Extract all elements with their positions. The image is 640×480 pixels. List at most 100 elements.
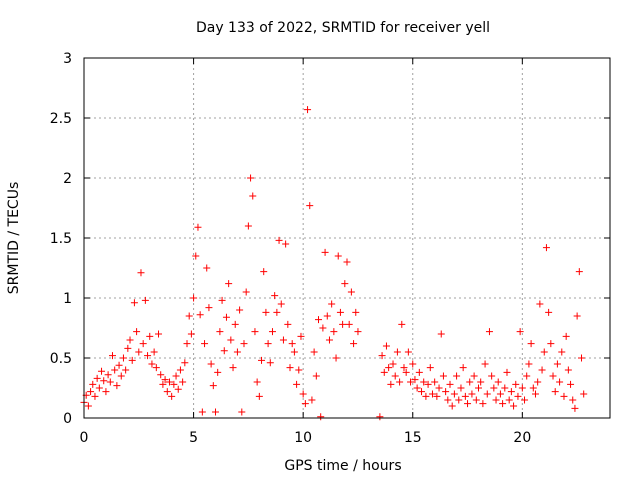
data-point — [400, 364, 408, 372]
data-point — [137, 269, 145, 277]
data-point — [98, 367, 106, 375]
axis-ticks — [83, 57, 610, 419]
data-point — [332, 354, 340, 362]
data-point — [488, 372, 496, 380]
data-point — [168, 392, 176, 400]
data-point — [407, 378, 415, 386]
data-point — [163, 388, 171, 396]
data-point — [299, 390, 307, 398]
data-point — [111, 366, 119, 374]
data-point — [225, 280, 233, 288]
data-point — [521, 396, 529, 404]
data-point — [275, 236, 283, 244]
data-point — [89, 380, 97, 388]
data-point — [398, 320, 406, 328]
data-point — [499, 400, 507, 408]
data-point — [192, 252, 200, 260]
data-point — [84, 402, 92, 410]
data-point — [157, 371, 165, 379]
data-point — [328, 300, 336, 308]
data-point — [108, 352, 116, 360]
data-point — [503, 368, 511, 376]
data-point — [165, 378, 173, 386]
data-point — [187, 330, 195, 338]
data-point — [461, 392, 469, 400]
data-point — [387, 380, 395, 388]
y-tick-label: 0 — [63, 411, 72, 427]
data-point — [148, 360, 156, 368]
x-tick-label: 5 — [189, 430, 198, 446]
y-tick-label: 2 — [63, 171, 72, 187]
data-point — [95, 384, 103, 392]
data-point — [152, 364, 160, 372]
data-point — [339, 320, 347, 328]
data-point — [304, 106, 312, 114]
data-point — [119, 354, 127, 362]
data-point — [553, 360, 561, 368]
data-point — [93, 374, 101, 382]
data-point — [124, 344, 132, 352]
data-point — [393, 348, 401, 356]
data-point — [247, 174, 255, 182]
data-point — [505, 396, 513, 404]
data-point — [485, 328, 493, 336]
data-point — [529, 384, 537, 392]
data-point — [216, 328, 224, 336]
data-point — [525, 360, 533, 368]
data-point — [475, 384, 482, 392]
data-point — [580, 390, 588, 398]
data-point — [556, 378, 564, 386]
data-point — [174, 385, 182, 393]
data-point — [562, 332, 570, 340]
data-point — [549, 372, 557, 380]
data-point — [128, 356, 136, 364]
data-point — [100, 377, 108, 385]
chart-title: Day 133 of 2022, SRMTID for receiver yel… — [196, 20, 490, 36]
data-point — [222, 313, 230, 321]
x-tick-label: 10 — [294, 430, 312, 446]
data-point — [279, 336, 287, 344]
data-point — [155, 330, 163, 338]
data-point — [181, 359, 189, 367]
data-point — [106, 378, 114, 386]
data-point — [391, 372, 399, 380]
data-point — [560, 392, 568, 400]
data-point — [444, 396, 452, 404]
data-point — [527, 340, 535, 348]
x-tick-label: 0 — [80, 430, 89, 446]
data-point — [470, 372, 478, 380]
data-point — [183, 340, 191, 348]
data-point — [468, 390, 476, 398]
data-point — [130, 299, 138, 307]
data-point — [205, 304, 213, 312]
data-point — [341, 280, 349, 288]
data-point — [512, 380, 520, 388]
data-point — [290, 348, 298, 356]
data-point — [448, 402, 456, 410]
y-tick-label: 1 — [63, 291, 72, 307]
data-point — [251, 328, 259, 336]
data-point — [146, 332, 154, 340]
data-point — [567, 380, 575, 388]
data-point — [209, 382, 217, 390]
data-point — [139, 340, 147, 348]
data-point — [479, 400, 487, 408]
data-point — [354, 328, 362, 336]
data-point — [378, 352, 386, 360]
data-point — [104, 371, 112, 379]
data-point — [542, 244, 550, 252]
data-point — [288, 340, 296, 348]
data-point — [198, 408, 206, 416]
data-point — [117, 372, 125, 380]
data-point — [413, 384, 421, 392]
data-point — [490, 384, 498, 392]
data-point — [538, 366, 546, 374]
data-point — [323, 312, 331, 320]
data-point — [376, 413, 384, 421]
data-point — [518, 384, 526, 392]
y-tick-label: 2.5 — [50, 111, 72, 127]
data-point — [295, 366, 303, 374]
data-point — [514, 392, 522, 400]
data-point — [203, 264, 211, 272]
